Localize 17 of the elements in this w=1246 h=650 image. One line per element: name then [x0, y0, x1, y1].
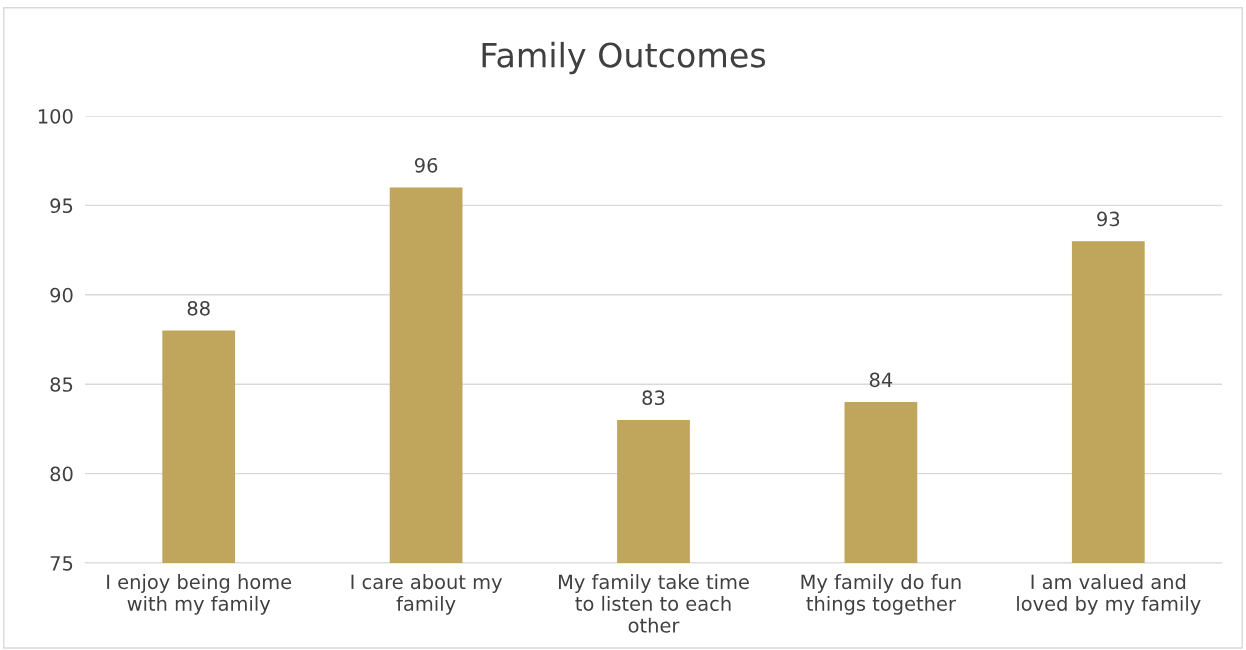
x-tick-label: I am valued and loved by my family [1017, 574, 1201, 615]
data-label: 83 [642, 390, 665, 406]
y-tick-label: 100 [38, 108, 73, 124]
y-tick-label: 75 [50, 556, 73, 571]
y-tick-label: 95 [50, 198, 73, 214]
y-tick-label: 85 [50, 377, 73, 392]
data-label: 96 [414, 157, 438, 173]
data-label: 93 [1097, 211, 1120, 227]
x-tick-label: My family take time to listen to each other [559, 574, 749, 633]
data-label: 84 [869, 372, 893, 388]
data-label: 88 [187, 300, 210, 316]
y-tick-label: 80 [50, 466, 73, 482]
x-tick-label: I enjoy being home with my family [107, 574, 292, 615]
x-tick-label: My family do fun things together [801, 574, 961, 615]
y-tick-label: 90 [50, 287, 73, 303]
chart-title: Family Outcomes [482, 41, 766, 75]
x-tick-label: I care about my family [351, 574, 502, 615]
